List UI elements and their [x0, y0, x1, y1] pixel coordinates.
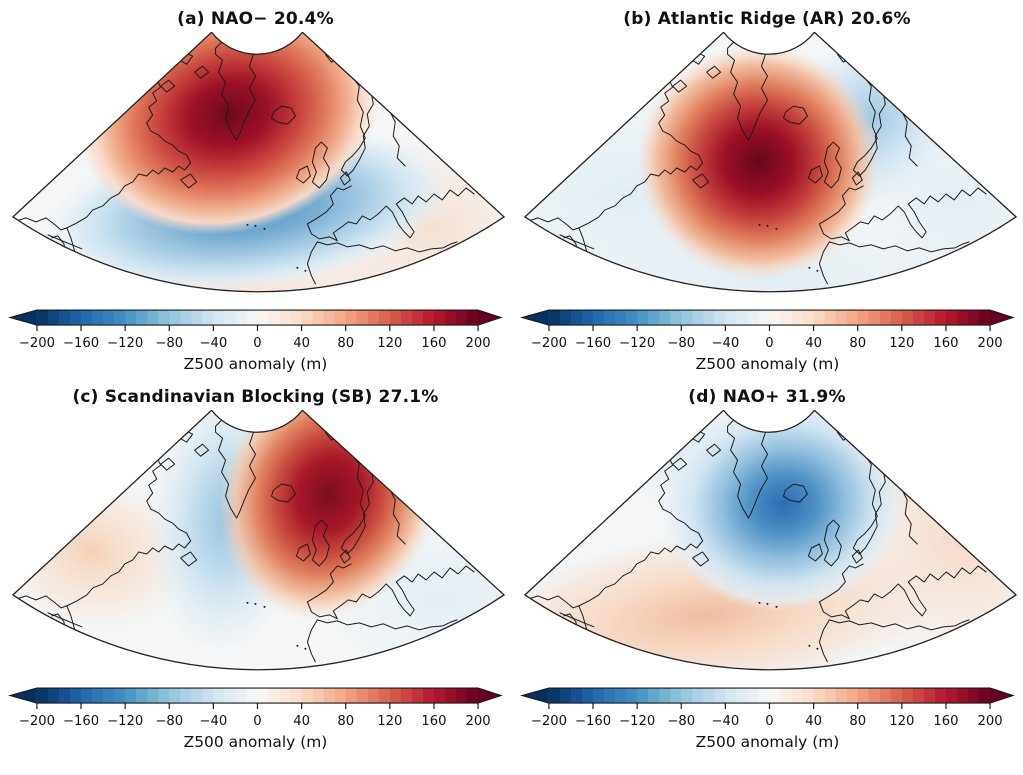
svg-text:−160: −160: [63, 336, 99, 351]
svg-text:−200: −200: [530, 714, 566, 729]
svg-text:−160: −160: [574, 714, 610, 729]
svg-text:−80: −80: [667, 336, 695, 351]
svg-text:200: 200: [977, 336, 1002, 351]
svg-text:40: 40: [805, 336, 822, 351]
svg-text:160: 160: [933, 336, 958, 351]
colorbar-a: −200 −160 −120 −80 −40 0 40 80 120 160 200 Z500 ano…: [7, 309, 503, 373]
svg-text:120: 120: [377, 714, 402, 729]
svg-text:40: 40: [805, 714, 822, 729]
svg-text:−80: −80: [667, 714, 695, 729]
svg-text:−120: −120: [619, 336, 655, 351]
panel-title-b: (b) Atlantic Ridge (AR) 20.6%: [623, 9, 911, 29]
svg-text:40: 40: [293, 336, 310, 351]
panel-atlantic-ridge: (b) Atlantic Ridge (AR) 20.6% −200 −160 −1…: [512, 2, 1023, 380]
panel-nao-minus: (a) NAO− 20.4% −200 −160 −120 −80 −40 0 40 80 12…: [0, 2, 511, 380]
svg-text:0: 0: [253, 336, 261, 351]
svg-text:−200: −200: [530, 336, 566, 351]
svg-text:80: 80: [337, 714, 354, 729]
svg-text:0: 0: [253, 714, 261, 729]
svg-text:120: 120: [377, 336, 402, 351]
colorbar-c: −200 −160 −120 −80 −40 0 40 80 120 160 200 Z500 ano…: [7, 687, 503, 751]
svg-text:200: 200: [466, 714, 491, 729]
svg-text:−200: −200: [19, 336, 55, 351]
map-atlantic-ridge: [523, 32, 1017, 293]
svg-text:80: 80: [849, 336, 866, 351]
svg-text:Z500 anomaly (m): Z500 anomaly (m): [184, 733, 328, 751]
svg-text:Z500 anomaly (m): Z500 anomaly (m): [695, 355, 839, 373]
svg-text:−160: −160: [574, 336, 610, 351]
svg-text:160: 160: [421, 714, 446, 729]
svg-text:0: 0: [765, 336, 773, 351]
panel-title-d: (d) NAO+ 31.9%: [688, 387, 846, 407]
svg-text:120: 120: [889, 714, 914, 729]
map-nao-plus: [523, 410, 1017, 671]
svg-text:80: 80: [849, 714, 866, 729]
colorbar-d: −200 −160 −120 −80 −40 0 40 80 120 160 200 Z500 ano…: [519, 687, 1015, 751]
svg-text:−40: −40: [199, 714, 227, 729]
svg-text:−120: −120: [107, 714, 143, 729]
map-scandinavian-blocking: [11, 410, 506, 671]
svg-text:−120: −120: [107, 336, 143, 351]
panel-title-a: (a) NAO− 20.4%: [177, 9, 334, 29]
panel-title-c: (c) Scandinavian Blocking (SB) 27.1%: [72, 387, 439, 407]
map-nao-minus: [11, 32, 506, 293]
svg-text:−120: −120: [619, 714, 655, 729]
svg-text:−80: −80: [155, 714, 183, 729]
svg-text:160: 160: [933, 714, 958, 729]
svg-text:Z500 anomaly (m): Z500 anomaly (m): [184, 355, 328, 373]
svg-text:200: 200: [466, 336, 491, 351]
colorbar-b: −200 −160 −120 −80 −40 0 40 80 120 160 200 Z500 ano…: [519, 309, 1015, 373]
svg-text:200: 200: [977, 714, 1002, 729]
svg-text:160: 160: [421, 336, 446, 351]
svg-text:80: 80: [337, 336, 354, 351]
svg-text:−40: −40: [199, 336, 227, 351]
svg-text:−160: −160: [63, 714, 99, 729]
svg-text:−80: −80: [155, 336, 183, 351]
panel-scandinavian-blocking: (c) Scandinavian Blocking (SB) 27.1% −20…: [0, 380, 511, 758]
svg-text:0: 0: [765, 714, 773, 729]
svg-text:Z500 anomaly (m): Z500 anomaly (m): [695, 733, 839, 751]
svg-text:−40: −40: [711, 336, 739, 351]
svg-text:−40: −40: [711, 714, 739, 729]
svg-text:40: 40: [293, 714, 310, 729]
svg-text:−200: −200: [19, 714, 55, 729]
panel-nao-plus: (d) NAO+ 31.9% −200 −160 −120 −80 −40 0 40 80 12…: [512, 380, 1023, 758]
svg-text:120: 120: [889, 336, 914, 351]
